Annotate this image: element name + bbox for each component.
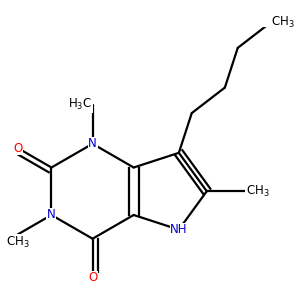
Text: CH$_3$: CH$_3$ bbox=[271, 15, 295, 30]
Text: N: N bbox=[47, 208, 56, 221]
Text: CH$_3$: CH$_3$ bbox=[6, 234, 30, 250]
Text: NH: NH bbox=[170, 223, 188, 236]
Text: CH$_3$: CH$_3$ bbox=[246, 184, 269, 199]
Text: O: O bbox=[13, 142, 22, 154]
Text: O: O bbox=[88, 271, 97, 284]
Text: H$_3$C: H$_3$C bbox=[68, 97, 93, 112]
Text: N: N bbox=[88, 137, 97, 150]
